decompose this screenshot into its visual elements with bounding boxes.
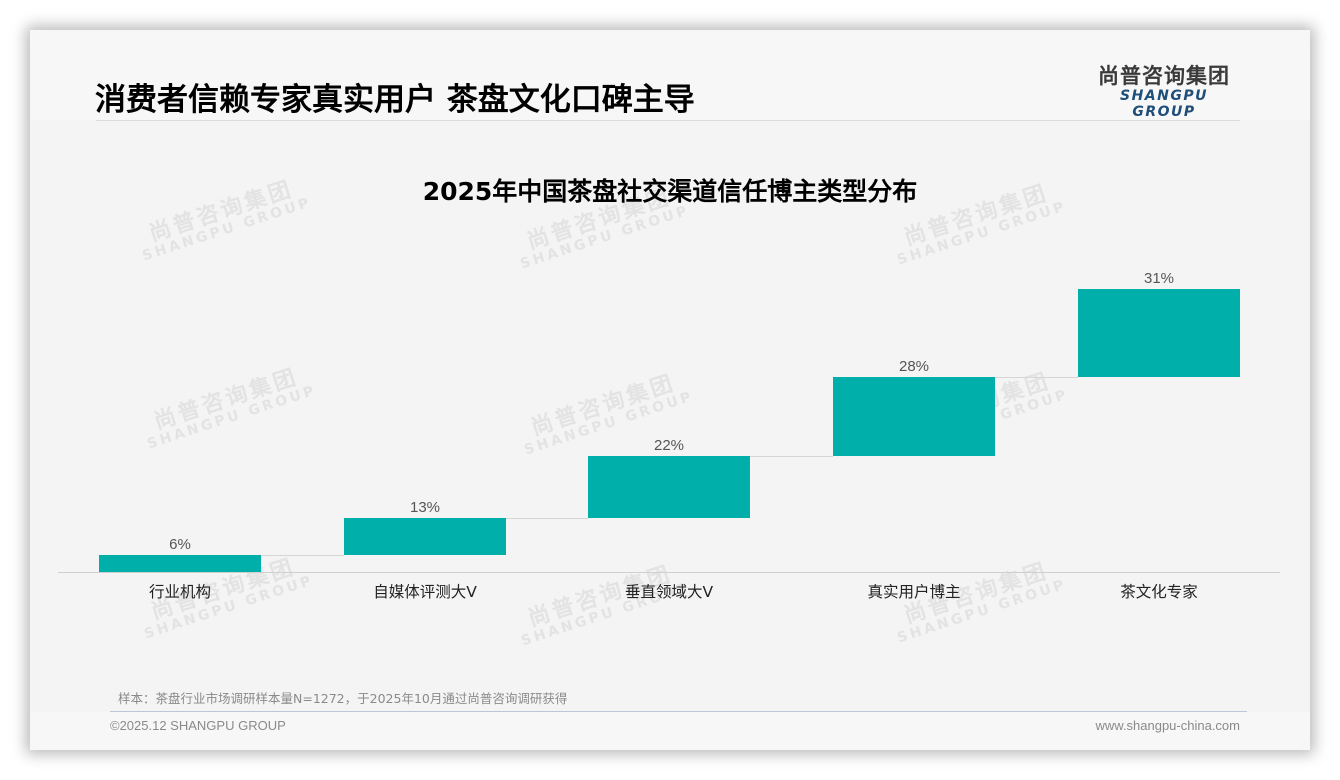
- waterfall-connector: [750, 455, 833, 457]
- bar-5: [1078, 289, 1240, 377]
- bar-2: [344, 518, 506, 555]
- bar-value-label: 22%: [653, 436, 685, 454]
- category-label: 茶文化专家: [1120, 583, 1198, 601]
- category-label: 垂直领域大V: [624, 583, 714, 601]
- x-axis-line: [58, 572, 1280, 573]
- website-link[interactable]: www.shangpu-china.com: [1095, 718, 1240, 733]
- page-title: 消费者信赖专家真实用户 茶盘文化口碑主导: [95, 82, 695, 118]
- title-divider: [96, 120, 1240, 121]
- waterfall-connector: [261, 555, 344, 557]
- header-band: [30, 30, 1310, 120]
- bar-3: [588, 455, 750, 519]
- bar-value-label: 31%: [1143, 270, 1175, 287]
- company-logo: 尚普咨询集团 SHANGPU GROUP: [1088, 64, 1240, 120]
- waterfall-connector: [995, 376, 1078, 378]
- bar-1: [99, 555, 261, 572]
- chart-title: 2025年中国茶盘社交渠道信任博主类型分布: [422, 177, 918, 206]
- footer-divider: [110, 711, 1247, 712]
- waterfall-connector: [506, 518, 588, 520]
- copyright-text: ©2025.12 SHANGPU GROUP: [110, 718, 286, 733]
- bar-value-label: 13%: [409, 499, 441, 517]
- bar-value-label: 28%: [898, 357, 930, 375]
- slide: 消费者信赖专家真实用户 茶盘文化口碑主导 尚普咨询集团 SHANGPU GROU…: [30, 30, 1310, 750]
- logo-english: SHANGPU GROUP: [1120, 88, 1208, 120]
- category-label: 行业机构: [148, 583, 211, 601]
- bar-value-label: 6%: [169, 536, 191, 554]
- bar-4: [833, 376, 995, 456]
- logo-chinese: 尚普咨询集团: [1098, 64, 1230, 88]
- category-label: 真实用户博主: [867, 583, 961, 601]
- footer-band: [30, 712, 1310, 750]
- category-label: 自媒体评测大V: [373, 583, 477, 601]
- sample-footnote: 样本：茶盘行业市场调研样本量N=1272，于2025年10月通过尚普咨询调研获得: [118, 691, 568, 706]
